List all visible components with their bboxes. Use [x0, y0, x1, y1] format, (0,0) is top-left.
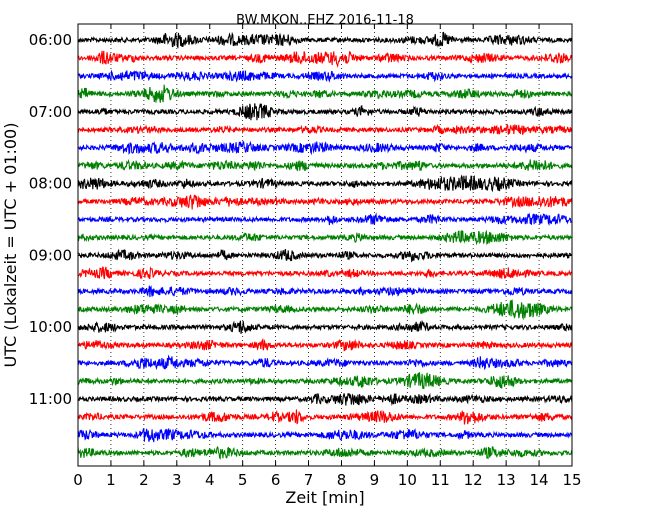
trace-group [77, 31, 573, 460]
y-axis-label: UTC (Lokalzeit = UTC + 01:00) [1, 123, 20, 368]
grid-lines [110, 24, 540, 466]
x-axis-label: Zeit [min] [285, 488, 364, 507]
x-tick-label: 11 [431, 471, 450, 489]
x-tick-label: 4 [205, 471, 215, 489]
x-tick-label: 9 [370, 471, 380, 489]
y-tick-label: 06:00 [29, 31, 72, 49]
trace-0615 [77, 50, 573, 69]
trace-1115 [77, 409, 573, 425]
x-tick-label: 10 [398, 471, 417, 489]
trace-1045 [77, 372, 573, 390]
y-tick-label: 08:00 [29, 175, 72, 193]
x-tick-label: 15 [562, 471, 581, 489]
x-tick-label: 0 [73, 471, 83, 489]
y-axis: 06:00 07:00 08:00 09:00 10:00 11:00 [29, 31, 572, 408]
trace-0915 [77, 266, 573, 280]
x-tick-label: 1 [106, 471, 116, 489]
x-tick-label: 13 [497, 471, 516, 489]
x-tick-label: 12 [464, 471, 483, 489]
trace-1100 [77, 392, 573, 406]
trace-1000 [77, 319, 573, 334]
trace-1130 [77, 428, 573, 443]
chart-title: BW.MKON..EHZ 2016-11-18 [236, 13, 414, 28]
x-tick-label: 14 [530, 471, 549, 489]
x-tick-label: 3 [172, 471, 182, 489]
trace-0830 [77, 212, 573, 226]
plot-frame [77, 23, 573, 467]
trace-0800 [77, 174, 573, 193]
trace-0900 [77, 248, 573, 263]
trace-0730 [77, 140, 573, 156]
y-tick-label: 09:00 [29, 246, 72, 264]
x-axis: 0 1 2 3 4 5 6 7 8 9 10 11 12 13 14 15 [73, 24, 582, 489]
trace-0930 [77, 285, 573, 298]
trace-0600 [77, 31, 573, 49]
x-tick-label: 7 [304, 471, 314, 489]
trace-0630 [77, 69, 573, 83]
trace-1015 [77, 338, 573, 352]
x-tick-label: 6 [271, 471, 281, 489]
trace-0645 [77, 84, 573, 103]
trace-0945 [77, 299, 573, 321]
y-tick-label: 07:00 [29, 103, 72, 121]
trace-0715 [77, 123, 573, 136]
trace-0745 [77, 159, 573, 172]
trace-0815 [77, 194, 573, 210]
y-tick-label: 10:00 [29, 318, 72, 336]
x-tick-label: 2 [139, 471, 149, 489]
trace-0700 [77, 103, 573, 121]
trace-0845 [77, 229, 572, 246]
y-tick-label: 11:00 [29, 390, 72, 408]
x-tick-label: 5 [238, 471, 248, 489]
trace-1145 [77, 445, 573, 460]
x-tick-label: 8 [337, 471, 347, 489]
trace-1030 [77, 354, 573, 371]
